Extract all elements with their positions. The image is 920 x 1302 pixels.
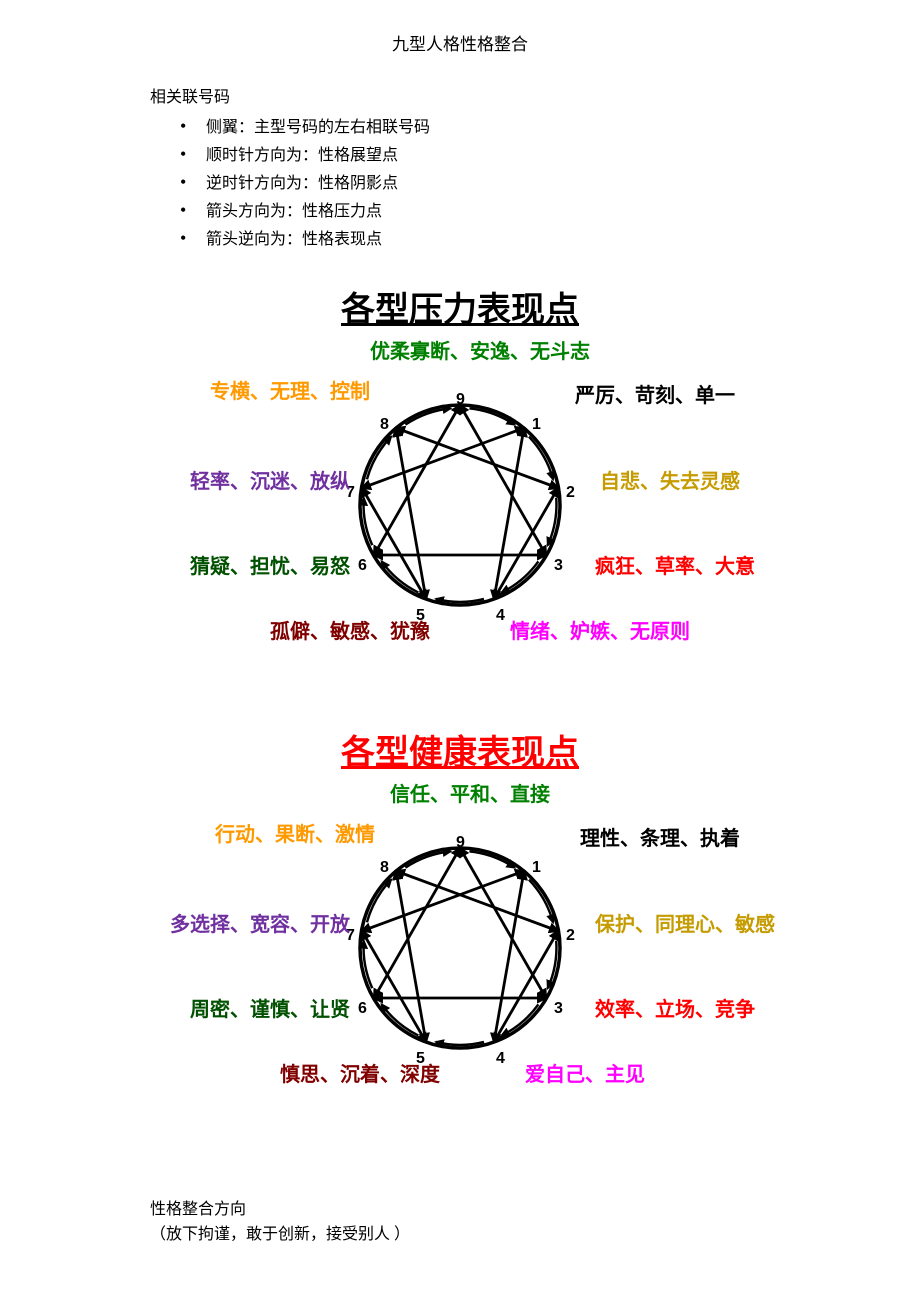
intro-section: 相关联号码 侧翼：主型号码的左右相联号码 顺时针方向为：性格展望点 逆时针方向为… [0, 83, 920, 252]
health-heading: 各型健康表现点 [341, 725, 579, 774]
enneagram-number-8: 8 [380, 416, 389, 434]
enneagram-number-6: 6 [358, 1000, 367, 1018]
enneagram-label-4: 爱自己、主见 [525, 1058, 645, 1087]
enneagram-label-7: 轻率、沉迷、放纵 [190, 465, 350, 494]
enneagram-number-4: 4 [496, 607, 505, 625]
enneagram-number-2: 2 [566, 484, 575, 502]
enneagram-number-1: 1 [532, 859, 541, 877]
enneagram-label-5: 孤僻、敏感、犹豫 [270, 615, 430, 644]
footer-note: （放下拘谨，敢于创新，接受别人 ） [150, 1223, 920, 1248]
enneagram-number-2: 2 [566, 927, 575, 945]
enneagram-label-3: 疯狂、草率、大意 [595, 550, 755, 579]
enneagram-label-9: 优柔寡断、安逸、无斗志 [370, 335, 590, 364]
enneagram-label-7: 多选择、宽容、开放 [170, 908, 350, 937]
enneagram-label-2: 保护、同理心、敏感 [595, 908, 775, 937]
stress-diagram-block: 各型压力表现点 123456789优柔寡断、安逸、无斗志专横、无理、控制严厉、苛… [0, 282, 920, 675]
footer-title: 性格整合方向 [150, 1198, 920, 1223]
enneagram-number-4: 4 [496, 1050, 505, 1068]
health-diagram-block: 各型健康表现点 123456789信任、平和、直接行动、果断、激情理性、条理、执… [0, 725, 920, 1118]
health-enneagram: 123456789信任、平和、直接行动、果断、激情理性、条理、执着多选择、宽容、… [140, 778, 780, 1118]
enneagram-label-8: 专横、无理、控制 [210, 375, 370, 404]
enneagram-number-3: 3 [554, 1000, 563, 1018]
bullet-item: 箭头方向为：性格压力点 [180, 197, 860, 225]
bullet-list: 侧翼：主型号码的左右相联号码 顺时针方向为：性格展望点 逆时针方向为：性格阴影点… [150, 113, 860, 252]
stress-enneagram: 123456789优柔寡断、安逸、无斗志专横、无理、控制严厉、苛刻、单一轻率、沉… [140, 335, 780, 675]
bullet-item: 逆时针方向为：性格阴影点 [180, 169, 860, 197]
bullet-item: 侧翼：主型号码的左右相联号码 [180, 113, 860, 141]
enneagram-label-5: 慎思、沉着、深度 [280, 1058, 440, 1087]
enneagram-label-2: 自悲、失去灵感 [600, 465, 740, 494]
page-title: 九型人格性格整合 [0, 30, 920, 55]
stress-heading: 各型压力表现点 [341, 282, 579, 331]
enneagram-number-9: 9 [456, 834, 465, 852]
enneagram-number-8: 8 [380, 859, 389, 877]
enneagram-label-6: 周密、谨慎、让贤 [190, 993, 350, 1022]
enneagram-label-4: 情绪、妒嫉、无原则 [510, 615, 690, 644]
enneagram-number-1: 1 [532, 416, 541, 434]
bullet-item: 箭头逆向为：性格表现点 [180, 225, 860, 253]
enneagram-label-3: 效率、立场、竞争 [595, 993, 755, 1022]
enneagram-number-9: 9 [456, 391, 465, 409]
enneagram-label-6: 猜疑、担忧、易怒 [190, 550, 350, 579]
enneagram-number-6: 6 [358, 557, 367, 575]
enneagram-label-9: 信任、平和、直接 [390, 778, 550, 807]
enneagram-label-1: 理性、条理、执着 [580, 822, 740, 851]
footer-section: 性格整合方向 （放下拘谨，敢于创新，接受别人 ） [0, 1198, 920, 1248]
related-header: 相关联号码 [150, 83, 860, 107]
enneagram-label-1: 严厉、苛刻、单一 [575, 379, 735, 408]
enneagram-number-3: 3 [554, 557, 563, 575]
bullet-item: 顺时针方向为：性格展望点 [180, 141, 860, 169]
enneagram-label-8: 行动、果断、激情 [215, 818, 375, 847]
